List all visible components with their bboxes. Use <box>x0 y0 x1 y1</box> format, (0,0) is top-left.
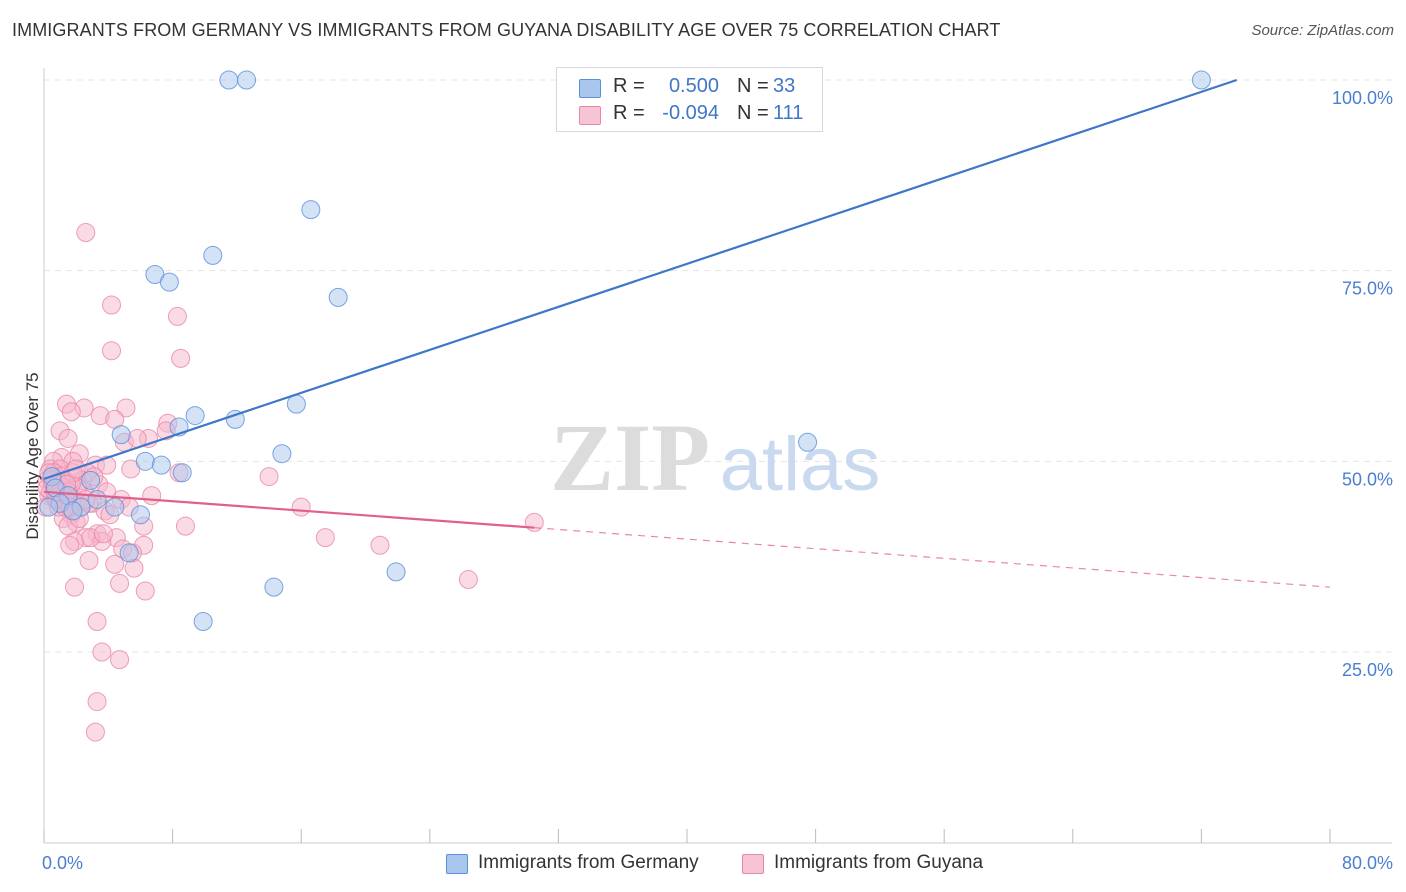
point-guyana <box>65 577 85 597</box>
point-guyana <box>61 402 81 422</box>
point-germany <box>286 394 306 414</box>
point-guyana <box>110 650 130 670</box>
point-germany <box>87 489 107 509</box>
legend-label-germany: Immigrants from Germany <box>478 852 699 873</box>
point-germany <box>193 611 213 631</box>
legend-row-germany: R = 0.500 N = 33 <box>557 73 822 101</box>
point-guyana <box>142 486 162 506</box>
point-guyana <box>97 455 117 475</box>
trend-line-germany <box>43 78 1238 480</box>
y-tick-label: 50.0% <box>1342 469 1393 489</box>
point-guyana <box>110 573 130 593</box>
point-germany <box>119 543 139 563</box>
watermark: ZIP atlas <box>550 404 880 511</box>
watermark-atlas: atlas <box>720 422 881 507</box>
n-value: 111 <box>773 102 804 124</box>
source-label: Source: ZipAtlas.com <box>1251 22 1394 39</box>
x-tick-label: 0.0% <box>42 853 83 873</box>
point-germany <box>185 406 205 426</box>
point-germany <box>798 432 818 452</box>
point-germany <box>272 444 292 464</box>
germany-swatch <box>446 854 468 874</box>
r-label: R = <box>613 102 645 124</box>
n-value: 33 <box>773 75 796 97</box>
point-germany <box>237 70 257 90</box>
point-germany <box>264 577 284 597</box>
point-guyana <box>93 524 113 544</box>
point-germany <box>135 451 155 471</box>
point-guyana <box>85 722 105 742</box>
tick-labels: 100.0% 75.0% 50.0% 25.0% 0.0% 80.0% <box>42 88 1393 873</box>
axes <box>43 68 1392 844</box>
point-guyana <box>171 348 191 368</box>
point-germany <box>328 287 348 307</box>
trend-line-guyana-extension <box>534 527 1331 588</box>
y-tick-label: 75.0% <box>1342 279 1393 299</box>
chart-title: IMMIGRANTS FROM GERMANY VS IMMIGRANTS FR… <box>12 20 1001 40</box>
r-value: -0.094 <box>662 102 719 124</box>
grid-lines <box>44 79 1392 653</box>
point-guyana <box>102 295 122 315</box>
point-guyana <box>58 428 78 448</box>
point-germany <box>301 200 321 220</box>
guyana-swatch <box>579 106 601 125</box>
series-germany-points <box>39 70 1211 631</box>
point-guyana <box>315 528 335 548</box>
point-germany <box>63 501 83 521</box>
point-germany <box>225 409 245 429</box>
point-germany <box>172 463 192 483</box>
point-guyana <box>76 223 96 243</box>
point-guyana <box>370 535 390 555</box>
point-guyana <box>87 611 107 631</box>
point-germany <box>386 562 406 582</box>
r-label: R = <box>613 75 645 97</box>
guyana-swatch <box>742 854 764 874</box>
y-tick-label: 100.0% <box>1332 88 1393 108</box>
point-germany <box>1191 70 1211 90</box>
point-guyana <box>291 497 311 517</box>
point-guyana <box>102 341 122 361</box>
point-guyana <box>259 467 279 487</box>
point-germany <box>219 70 239 90</box>
point-germany <box>130 505 150 525</box>
point-guyana <box>458 570 478 590</box>
y-tick-label: 25.0% <box>1342 660 1393 680</box>
legend-row-guyana: R = -0.094 N = 111 <box>557 100 822 128</box>
point-germany <box>151 455 171 475</box>
watermark-zip: ZIP <box>550 404 710 511</box>
point-germany <box>111 425 131 445</box>
stats-legend: R = 0.500 N = 33 R = -0.094 N = 111 <box>556 67 823 132</box>
trend-lines <box>43 78 1331 588</box>
point-guyana <box>87 692 107 712</box>
point-guyana <box>175 516 195 536</box>
series-guyana-points <box>36 223 544 742</box>
point-guyana <box>79 550 99 570</box>
r-value: 0.500 <box>668 75 719 97</box>
point-germany <box>39 497 59 517</box>
legend-label-guyana: Immigrants from Guyana <box>774 852 984 873</box>
point-germany <box>81 470 101 490</box>
trend-line-guyana <box>43 490 535 529</box>
point-guyana <box>60 535 80 555</box>
n-label: N = <box>737 75 769 97</box>
point-germany <box>203 245 223 265</box>
point-guyana <box>167 306 187 326</box>
y-axis-title: Disability Age Over 75 <box>23 372 42 539</box>
germany-swatch <box>579 79 601 98</box>
point-guyana <box>116 398 136 418</box>
point-guyana <box>105 554 125 574</box>
point-germany <box>105 497 125 517</box>
point-guyana <box>135 581 155 601</box>
point-guyana <box>92 642 112 662</box>
x-tick-label: 80.0% <box>1342 853 1393 873</box>
bottom-legend: Immigrants from Germany Immigrants from … <box>0 852 1406 878</box>
point-germany <box>159 272 179 292</box>
n-label: N = <box>737 102 769 124</box>
